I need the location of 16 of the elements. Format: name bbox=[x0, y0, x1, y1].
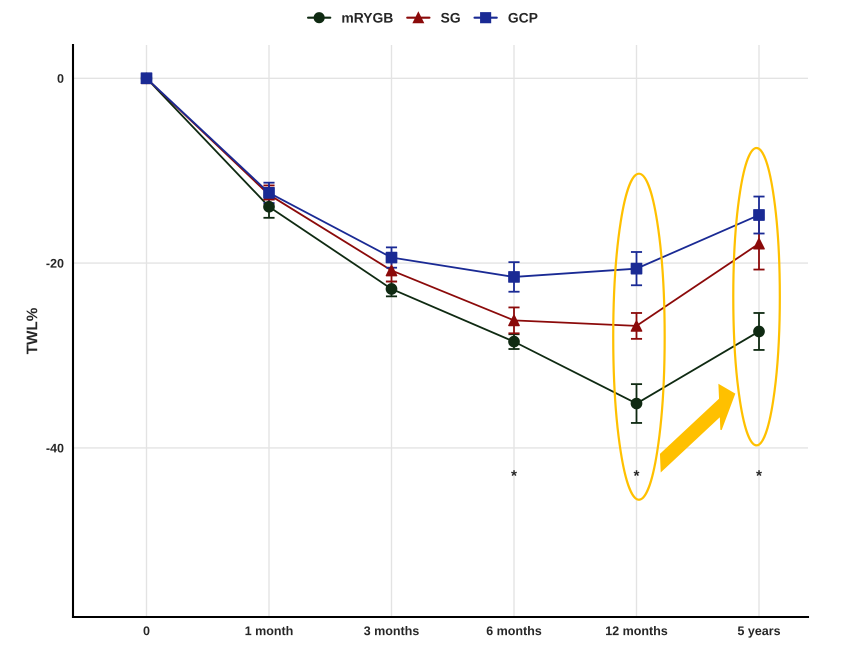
y-tick-label: -40 bbox=[46, 444, 64, 453]
y-axis-title: TWL% bbox=[26, 308, 38, 354]
x-tick-label: 1 month bbox=[245, 626, 293, 636]
x-tick-label: 3 months bbox=[364, 626, 419, 636]
legend-label: mRYGB bbox=[342, 12, 393, 23]
x-tick-label: 0 bbox=[144, 626, 150, 636]
y-tick-label: 0 bbox=[58, 74, 64, 83]
x-tick-label: 5 years bbox=[738, 626, 780, 638]
x-tick-label: 12 months bbox=[606, 626, 668, 636]
legend-label: GCP bbox=[508, 12, 538, 23]
annotation: * bbox=[634, 470, 640, 476]
annotation: * bbox=[756, 470, 762, 476]
y-tick-label: -20 bbox=[46, 258, 64, 268]
legend-label: SG bbox=[440, 12, 460, 23]
annotation: * bbox=[511, 470, 517, 476]
x-tick-label: 6 months bbox=[486, 626, 542, 636]
